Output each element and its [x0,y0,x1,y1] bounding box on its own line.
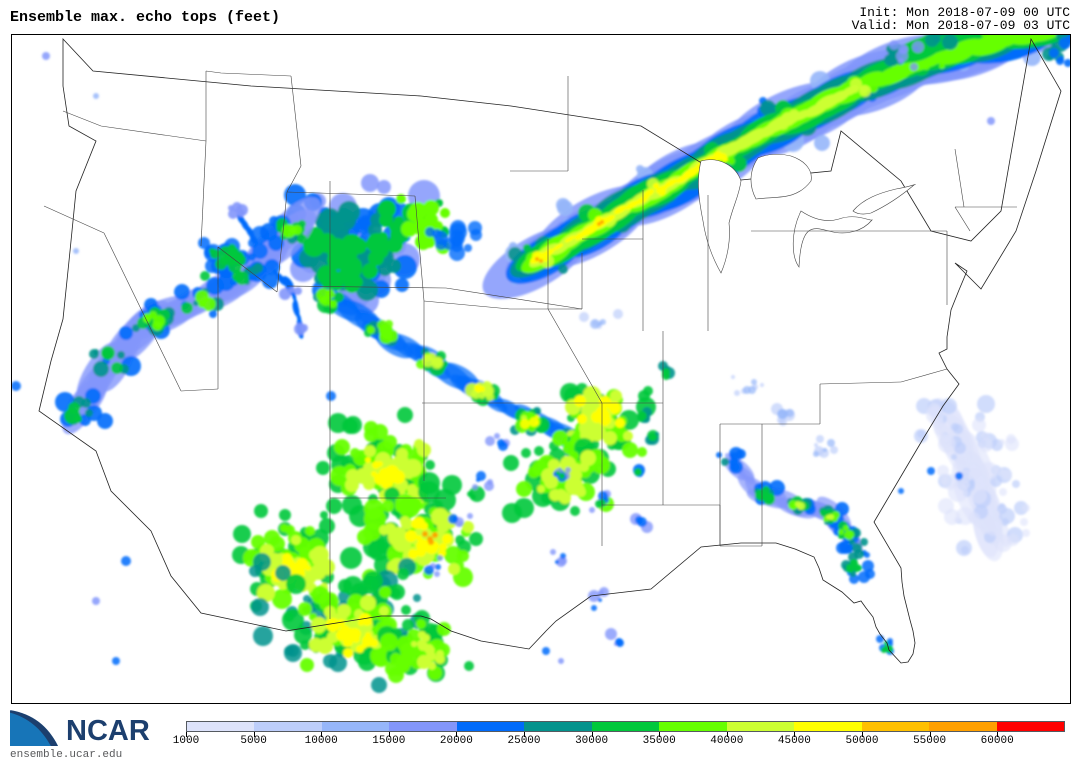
svg-text:NCAR: NCAR [66,715,150,747]
svg-text:ensemble.ucar.edu: ensemble.ucar.edu [10,749,122,761]
